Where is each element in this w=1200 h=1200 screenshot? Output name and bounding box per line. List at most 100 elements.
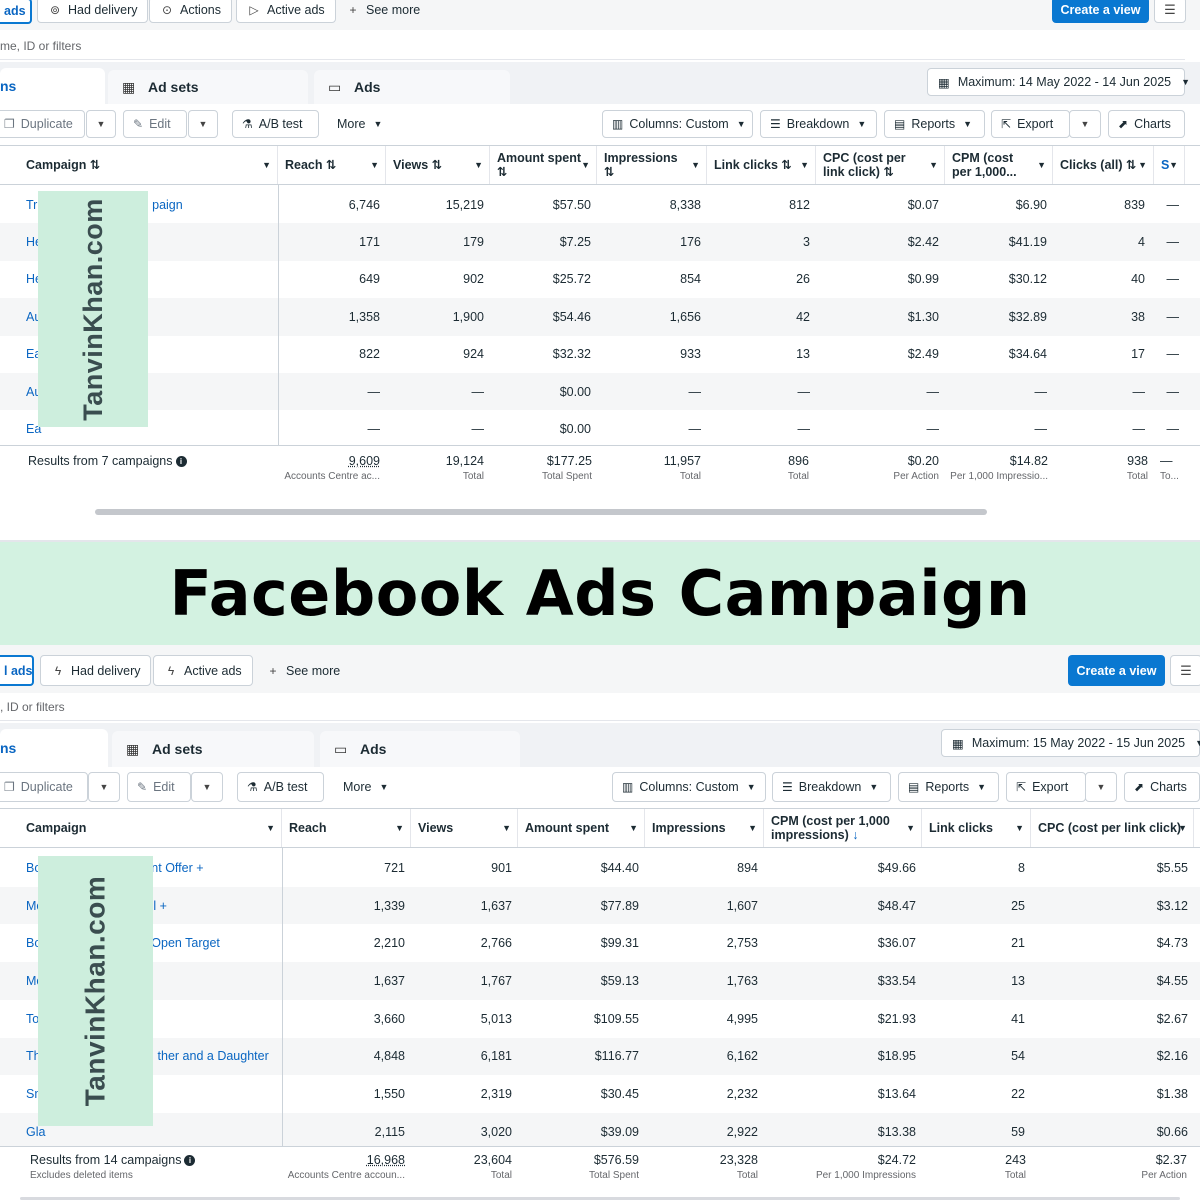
cell-spent: $32.32: [552, 347, 591, 362]
date-range-picker[interactable]: ▦ Maximum: 15 May 2022 - 15 Jun 2025 ▼: [941, 729, 1200, 757]
table-row[interactable]: Au 1,358 1,900 $54.46 1,656 42 $1.30 $32.89 38 —: [0, 298, 1200, 336]
active-ads-filter[interactable]: ϟ Active ads: [153, 655, 253, 686]
columns-button[interactable]: ▥ Columns: Custom ▼: [612, 772, 766, 802]
table-row[interactable]: Sm 1,550 2,319 $30.45 2,232 $13.64 22 $1.38: [0, 1075, 1200, 1113]
reports-button[interactable]: ▤ Reports ▼: [898, 772, 999, 802]
ab-test-button[interactable]: ⚗ A/B test: [237, 772, 324, 802]
table-row[interactable]: Bo nt Offer + 721 901 $44.40 894 $49.66 8 $5.55: [0, 849, 1200, 887]
see-more-filter[interactable]: + See more: [336, 0, 430, 23]
see-more-filter[interactable]: + See more: [256, 655, 350, 686]
table-row[interactable]: Bo Open Target 2,210 2,766 $99.31 2,753 $36.07…: [0, 924, 1200, 962]
export-button[interactable]: ⇱ Export: [1006, 772, 1086, 802]
col-impressions[interactable]: Impressions ▼: [646, 809, 764, 847]
col-link-clicks[interactable]: Link clicks ▼: [923, 809, 1031, 847]
tab-campaigns[interactable]: ns: [0, 68, 105, 104]
table-row[interactable]: Ea — — $0.00 — — — — — —: [0, 410, 1200, 447]
table-row[interactable]: Gla 2,115 3,020 $39.09 2,922 $13.38 59 $0.66: [0, 1112, 1200, 1151]
charts-button[interactable]: ⬈ Charts: [1124, 772, 1200, 802]
campaign-name-link[interactable]: Ea: [26, 422, 42, 437]
had-delivery-filter[interactable]: ⊚ Had delivery: [37, 0, 149, 23]
campaign-name-link[interactable]: Au: [26, 309, 42, 324]
tab-ad-sets[interactable]: ▦ Ad sets: [112, 731, 314, 767]
export-menu-button[interactable]: ▼: [1069, 110, 1101, 138]
table-row[interactable]: He 171 179 $7.25 176 3 $2.42 $41.19 4 —: [0, 223, 1200, 261]
tab-ads[interactable]: ▭ Ads: [314, 70, 510, 104]
edit-menu-button[interactable]: ▼: [191, 772, 223, 802]
all-ads-filter[interactable]: l ads: [0, 655, 34, 686]
edit-button[interactable]: ✎ Edit: [123, 110, 187, 138]
search-filter-input[interactable]: , ID or filters: [0, 693, 1200, 721]
col-campaign[interactable]: Campaign ▼: [20, 809, 282, 847]
settings-sliders-button[interactable]: ☰: [1170, 655, 1200, 686]
settings-sliders-button[interactable]: ☰: [1154, 0, 1186, 23]
breakdown-button[interactable]: ☰ Breakdown ▼: [772, 772, 891, 802]
col-cpm[interactable]: CPM (cost per 1,000... ▼: [946, 146, 1053, 184]
had-delivery-filter[interactable]: ϟ Had delivery: [40, 655, 152, 686]
date-range-picker[interactable]: ▦ Maximum: 14 May 2022 - 14 Jun 2025 ▼: [927, 68, 1190, 96]
col-views[interactable]: Views ▼: [412, 809, 518, 847]
col-reach[interactable]: Reach ⇅ ▼: [279, 146, 386, 184]
more-button[interactable]: More ▼: [328, 110, 392, 138]
col-clicks-all[interactable]: Clicks (all) ⇅ ▼: [1054, 146, 1154, 184]
table-row[interactable]: Au — — $0.00 — — — — — —: [0, 373, 1200, 411]
ab-test-button[interactable]: ⚗ A/B test: [232, 110, 319, 138]
duplicate-menu-button[interactable]: ▼: [86, 110, 116, 138]
col-amount-spent[interactable]: Amount spent ▼: [519, 809, 645, 847]
campaign-name-link[interactable]: Ea: [26, 347, 42, 362]
breakdown-button[interactable]: ☰ Breakdown ▼: [760, 110, 877, 138]
col-extra[interactable]: S ▼: [1155, 146, 1185, 184]
actions-filter[interactable]: ⊙ Actions: [149, 0, 232, 23]
create-view-button[interactable]: Create a view: [1068, 655, 1165, 686]
duplicate-menu-button[interactable]: ▼: [88, 772, 120, 802]
tab-ad-sets[interactable]: ▦ Ad sets: [108, 70, 308, 104]
charts-button[interactable]: ⬈ Charts: [1108, 110, 1185, 138]
table-row[interactable]: The ther and a Daughter 4,848 6,181 $116.77 6…: [0, 1037, 1200, 1076]
breakdown-icon: ☰: [782, 780, 793, 794]
table-row[interactable]: Ea 822 924 $32.32 933 13 $2.49 $34.64 17 —: [0, 336, 1200, 373]
horizontal-scrollbar[interactable]: [95, 509, 987, 515]
col-cpc[interactable]: CPC (cost per link click) ⇅ ▼: [817, 146, 945, 184]
campaign-name-link[interactable]: Bo Open Target: [26, 936, 220, 951]
table-row[interactable]: He 649 902 $25.72 854 26 $0.99 $30.12 40 —: [0, 261, 1200, 298]
edit-menu-button[interactable]: ▼: [188, 110, 218, 138]
export-menu-button[interactable]: ▼: [1085, 772, 1117, 802]
cell-cpc: $4.73: [1156, 936, 1188, 951]
col-reach[interactable]: Reach ▼: [283, 809, 411, 847]
more-button[interactable]: More ▼: [334, 772, 398, 802]
tab-campaigns[interactable]: ns: [0, 729, 108, 767]
campaign-name-link[interactable]: Au: [26, 384, 42, 399]
col-amount-spent[interactable]: Amount spent ⇅ ▼: [491, 146, 597, 184]
col-cpm[interactable]: CPM (cost per 1,000 impressions) ↓ ▼: [765, 809, 922, 847]
col-link-clicks[interactable]: Link clicks ⇅ ▼: [708, 146, 816, 184]
columns-button[interactable]: ▥ Columns: Custom ▼: [602, 110, 753, 138]
search-filter-input[interactable]: me, ID or filters: [0, 32, 1185, 60]
chevron-down-icon: ▼: [857, 119, 867, 129]
table-row[interactable]: To 3,660 5,013 $109.55 4,995 $21.93 41 $2.67: [0, 1000, 1200, 1038]
info-icon[interactable]: i: [175, 456, 187, 467]
edit-button[interactable]: ✎ Edit: [127, 772, 191, 802]
campaign-name-link[interactable]: To: [26, 1011, 40, 1026]
campaign-name-link[interactable]: He: [26, 235, 42, 250]
horizontal-scrollbar[interactable]: [20, 1197, 1180, 1200]
campaign-name-link[interactable]: He: [26, 272, 42, 287]
table-row[interactable]: Mo 1,637 1,767 $59.13 1,763 $33.54 13 $4.55: [0, 962, 1200, 1000]
duplicate-button[interactable]: ❐ Duplicate: [0, 110, 85, 138]
tab-ads[interactable]: ▭ Ads: [320, 731, 520, 767]
export-button[interactable]: ⇱ Export: [991, 110, 1070, 138]
active-ads-filter[interactable]: ▷ Active ads: [236, 0, 336, 23]
campaign-name-link[interactable]: Tri paign: [26, 197, 183, 212]
col-impressions[interactable]: Impressions ⇅ ▼: [598, 146, 707, 184]
duplicate-button[interactable]: ❐ Duplicate: [0, 772, 88, 802]
cell-impressions: 176: [680, 235, 701, 250]
campaign-name-link[interactable]: Bo nt Offer +: [26, 860, 204, 875]
table-row[interactable]: Mo l +1,339 1,637 $77.89 1,607 $48.47 25 $3.12: [0, 886, 1200, 925]
table-row[interactable]: Tri paign 6,746 15,219 $57.50 8,338 812 $0.07 $6…: [0, 186, 1200, 223]
col-campaign[interactable]: Campaign ⇅ ▼: [20, 146, 278, 184]
col-views[interactable]: Views ⇅ ▼: [387, 146, 490, 184]
create-view-button[interactable]: Create a view: [1052, 0, 1149, 23]
info-icon[interactable]: i: [184, 1155, 196, 1166]
reports-button[interactable]: ▤ Reports ▼: [884, 110, 985, 138]
campaign-name-link[interactable]: Gla: [26, 1124, 46, 1139]
all-ads-filter[interactable]: ads: [0, 0, 32, 24]
col-cpc[interactable]: CPC (cost per link click) ▼: [1032, 809, 1194, 847]
